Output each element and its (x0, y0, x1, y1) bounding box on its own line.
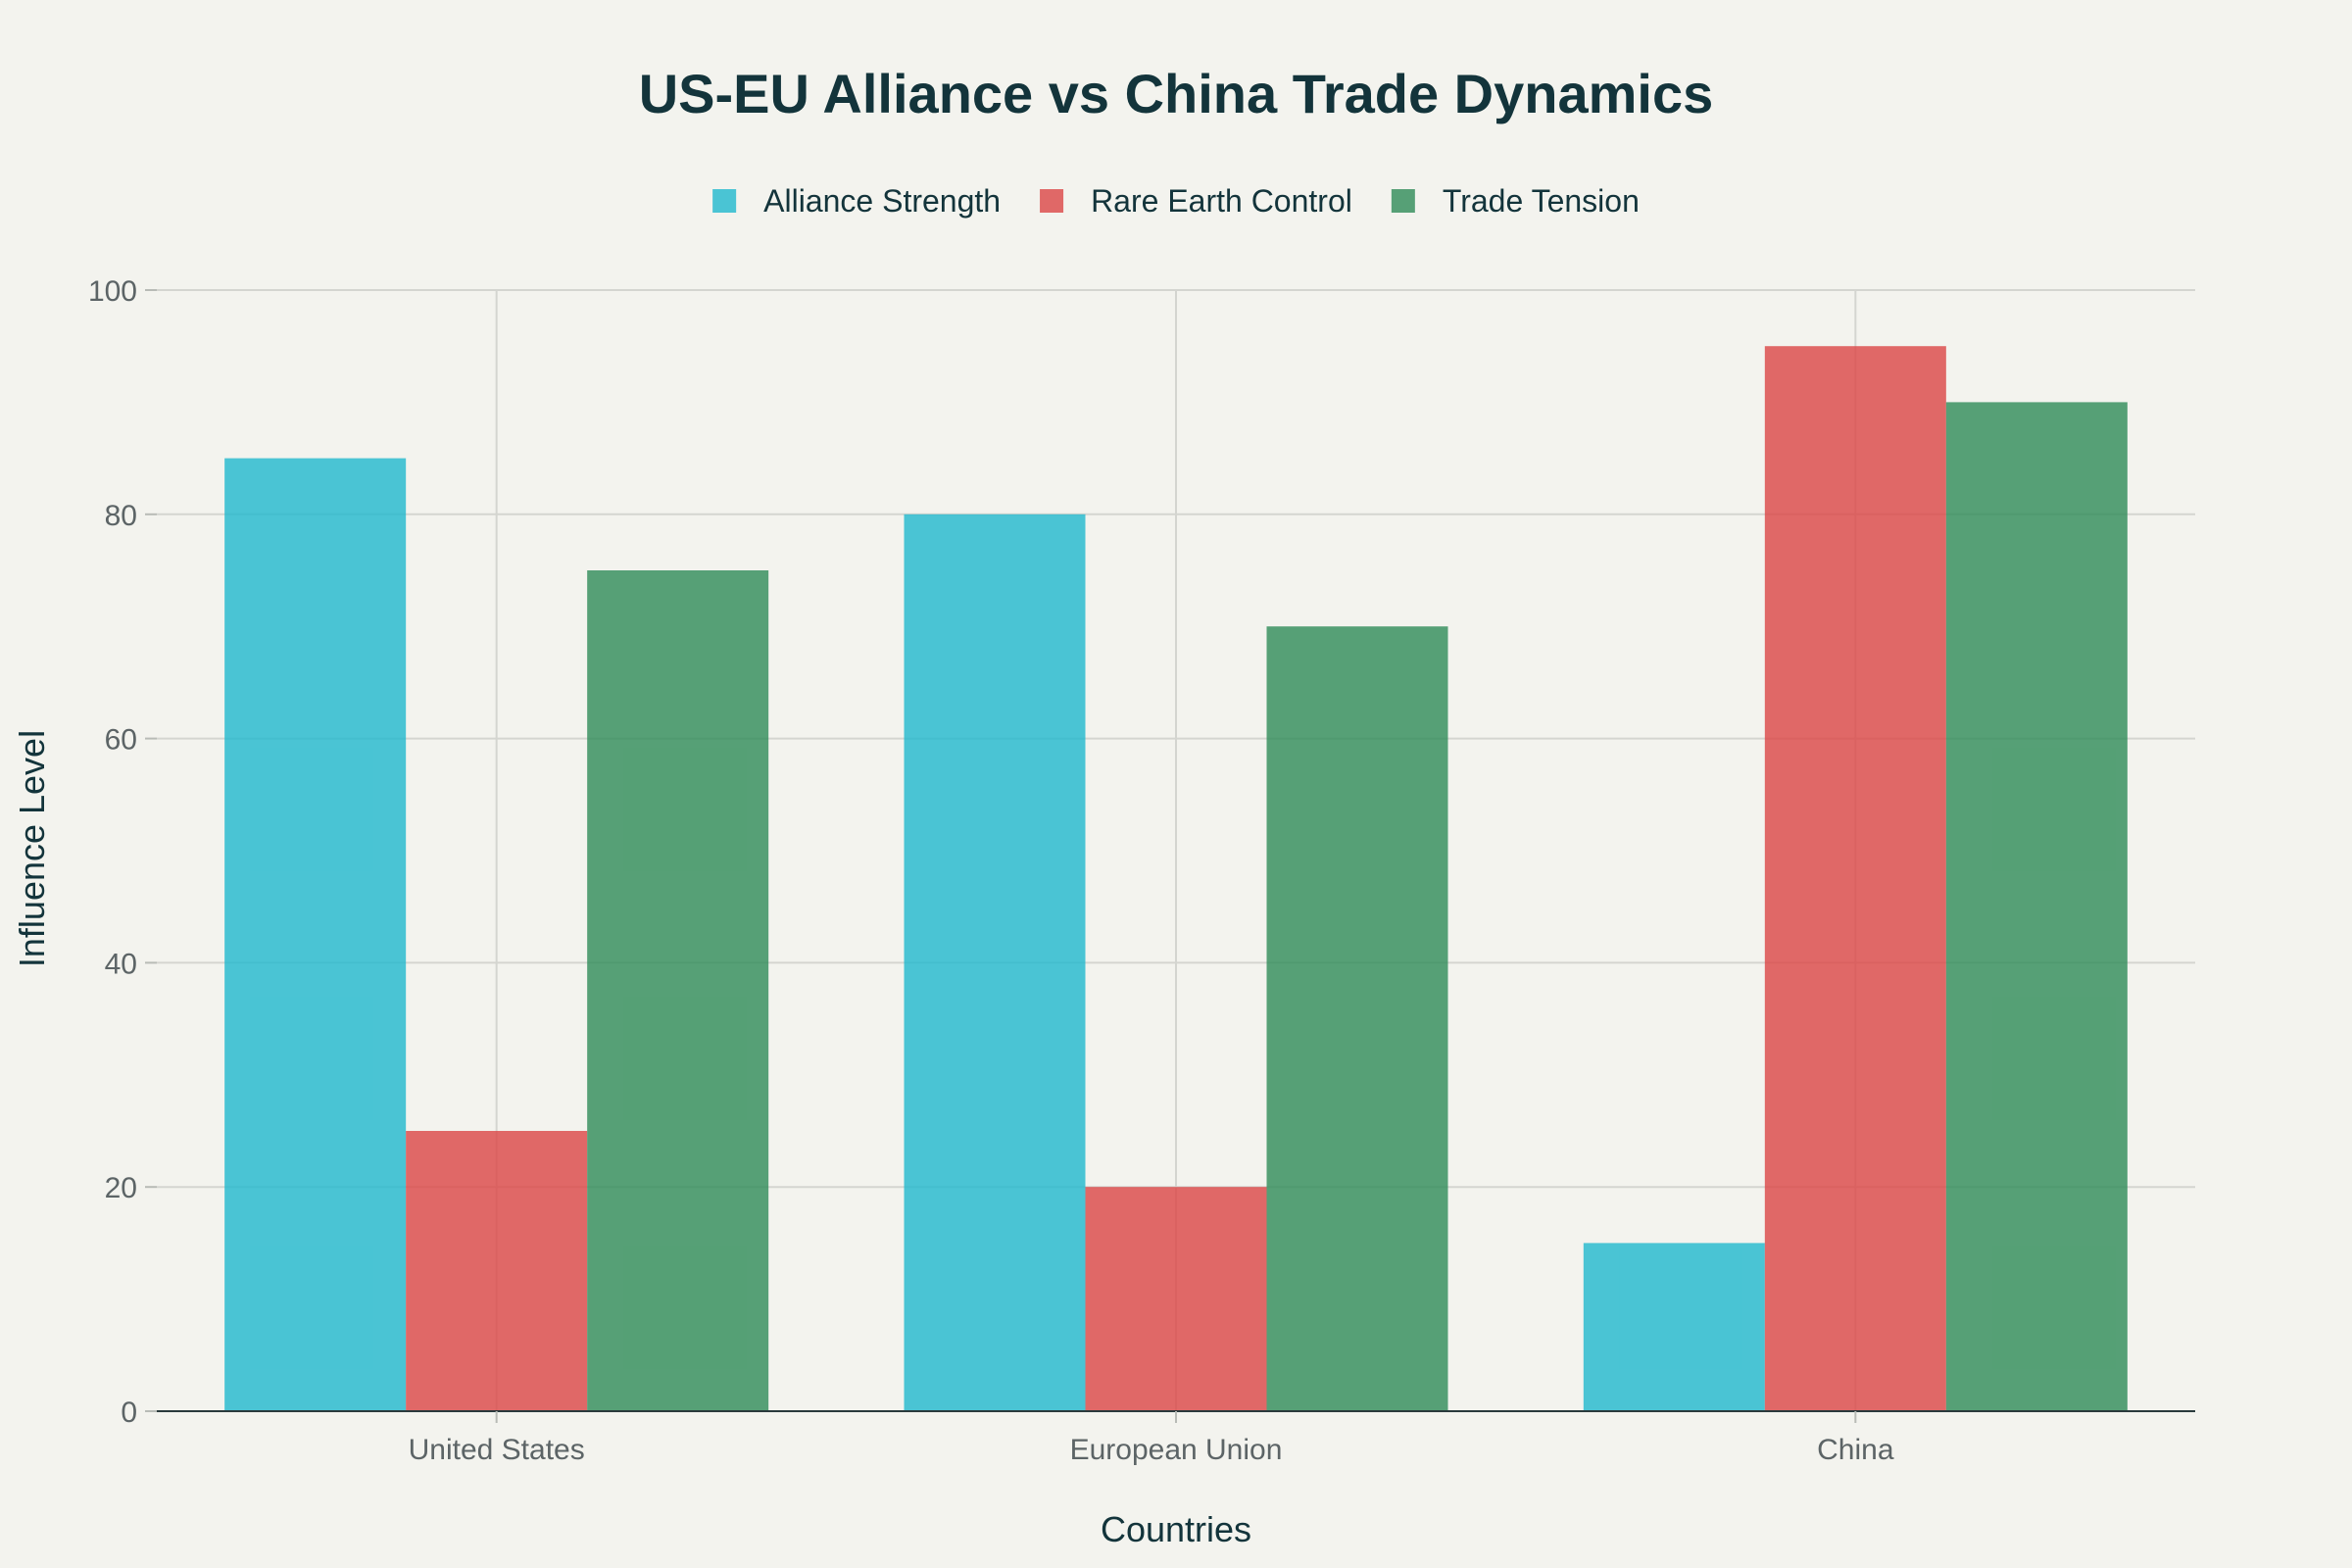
bar-alliance-strength-china (1583, 1243, 1765, 1411)
bar-rare-earth-control-china (1764, 346, 1946, 1412)
y-tick-label: 80 (105, 500, 137, 532)
y-tick-label: 60 (105, 724, 137, 757)
y-tick-label: 20 (105, 1172, 137, 1204)
bar-rare-earth-control-united-states (406, 1131, 588, 1411)
axes (145, 289, 2195, 1423)
bars-group (224, 346, 2128, 1412)
legend: Alliance Strength Rare Earth Control Trade… (712, 183, 1640, 219)
bar-alliance-strength-european-union (904, 514, 1086, 1411)
y-tick-label: 100 (88, 275, 137, 308)
bar-trade-tension-european-union (1266, 626, 1448, 1411)
x-axis-ticks: United States European Union China (409, 1434, 1894, 1466)
legend-label: Alliance Strength (763, 183, 1001, 219)
chart-title: US-EU Alliance vs China Trade Dynamics (639, 63, 1714, 124)
y-tick-label: 40 (105, 948, 137, 980)
x-tick-label: China (1817, 1434, 1894, 1466)
y-axis-ticks: 0 20 40 60 80 100 (88, 275, 137, 1429)
x-axis-label: Countries (1101, 1509, 1251, 1549)
legend-item-rare-earth-control[interactable]: Rare Earth Control (1040, 183, 1352, 219)
y-tick-label: 0 (121, 1396, 137, 1429)
legend-item-alliance-strength[interactable]: Alliance Strength (712, 183, 1001, 219)
legend-swatch (1040, 189, 1064, 213)
x-tick-label: European Union (1070, 1434, 1283, 1466)
legend-label: Trade Tension (1443, 183, 1640, 219)
bar-rare-earth-control-european-union (1085, 1187, 1267, 1411)
legend-label: Rare Earth Control (1091, 183, 1352, 219)
legend-swatch (1391, 189, 1415, 213)
legend-item-trade-tension[interactable]: Trade Tension (1391, 183, 1640, 219)
bar-trade-tension-china (1945, 402, 2128, 1411)
bar-trade-tension-united-states (587, 570, 769, 1411)
y-axis-label: Influence Level (12, 730, 52, 967)
legend-swatch (712, 189, 737, 213)
bar-alliance-strength-united-states (224, 458, 407, 1412)
x-tick-label: United States (409, 1434, 585, 1466)
